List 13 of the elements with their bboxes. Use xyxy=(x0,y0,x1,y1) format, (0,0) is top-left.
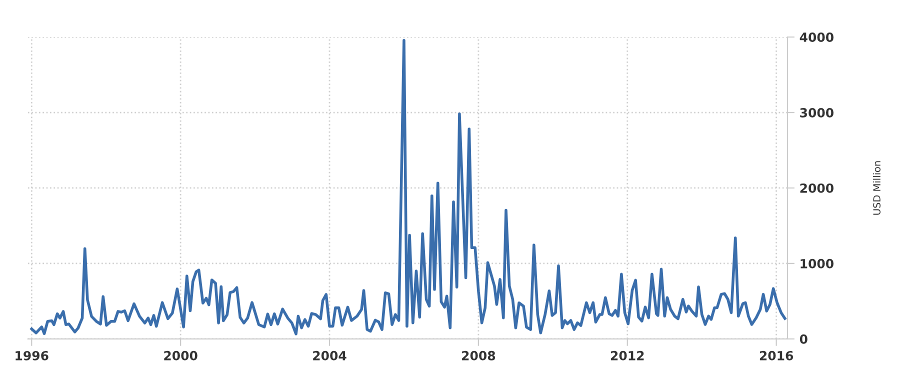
x-tick-label: 2000 xyxy=(164,350,198,360)
x-tick-label: 2008 xyxy=(462,350,496,360)
y-axis-title: USD Million xyxy=(872,161,881,215)
y-tick-label: 4000 xyxy=(800,32,834,42)
x-tick-label: 2004 xyxy=(313,350,346,360)
y-tick-label: 0 xyxy=(800,334,808,344)
x-tick-label: 2012 xyxy=(610,350,644,360)
y-tick-label: 1000 xyxy=(800,258,834,268)
x-tick-label: 2016 xyxy=(760,350,794,360)
line-series xyxy=(30,38,786,336)
x-tick-label: 1996 xyxy=(16,350,48,360)
y-tick-label: 2000 xyxy=(800,183,834,193)
y-tick-label: 3000 xyxy=(800,108,834,118)
